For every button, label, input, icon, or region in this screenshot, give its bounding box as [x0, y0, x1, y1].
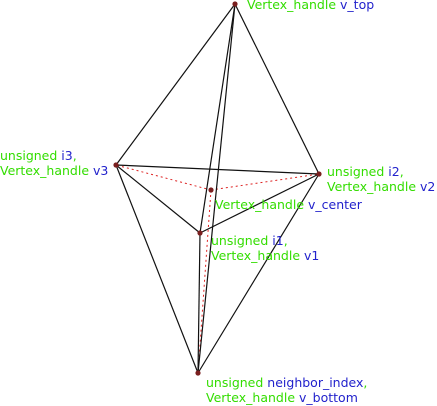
vertex-label-bottom: unsigned neighbor_index,Vertex_handle v_… — [206, 375, 367, 405]
label-type-text: , — [73, 148, 77, 163]
label-identifier: v2 — [420, 179, 435, 194]
vertex-point-center — [208, 187, 214, 193]
vertex-label-bottom-line-1: unsigned neighbor_index, — [206, 375, 367, 390]
edge-v3-v1 — [115, 164, 201, 234]
vertex-label-center: Vertex_handle v_center — [215, 197, 363, 212]
hidden-edge-center-v2 — [210, 173, 320, 191]
vertex-point-bottom — [195, 370, 201, 376]
edge-v1-bottom — [197, 232, 201, 374]
label-identifier: v3 — [93, 163, 108, 178]
label-type-text: , — [284, 233, 288, 248]
hidden-edge-center-v3 — [115, 164, 212, 191]
label-type-text: Vertex_handle — [327, 179, 420, 194]
label-identifier: v1 — [304, 248, 319, 263]
label-identifier: v_center — [308, 197, 363, 212]
hidden-edges — [115, 164, 320, 374]
label-type-text: Vertex_handle — [211, 248, 304, 263]
vertex-label-v3: unsigned i3,Vertex_handle v3 — [0, 148, 108, 178]
edge-top-v2 — [234, 3, 320, 175]
edge-v3-bottom — [115, 164, 199, 374]
vertex-label-center-line-1: Vertex_handle v_center — [215, 197, 363, 212]
label-type-text: unsigned — [327, 164, 388, 179]
label-identifier: i2 — [388, 164, 399, 179]
label-type-text: , — [400, 164, 404, 179]
vertex-label-bottom-line-2: Vertex_handle v_bottom — [206, 390, 358, 405]
edge-v3-v2 — [115, 164, 320, 175]
label-type-text: , — [363, 375, 367, 390]
vertex-label-top-line-1: Vertex_handle v_top — [247, 0, 374, 12]
edge-top-v1 — [199, 3, 236, 234]
vertex-label-v1-line-1: unsigned i1, — [211, 233, 288, 248]
label-type-text: Vertex_handle — [247, 0, 340, 12]
vertex-label-v2-line-2: Vertex_handle v2 — [327, 179, 435, 194]
hidden-edge-center-bottom — [197, 189, 212, 374]
vertex-label-v3-line-1: unsigned i3, — [0, 148, 77, 163]
label-type-text: unsigned — [206, 375, 267, 390]
vertex-point-v3 — [113, 162, 119, 168]
label-type-text: Vertex_handle — [215, 197, 308, 212]
label-identifier: neighbor_index — [267, 375, 363, 390]
vertex-label-top: Vertex_handle v_top — [247, 0, 374, 12]
vertex-point-v2 — [316, 171, 322, 177]
edge-v2-bottom — [197, 173, 320, 374]
edges — [115, 3, 320, 374]
edge-top-v3 — [115, 3, 236, 166]
edge-v1-v2 — [199, 173, 320, 234]
vertex-label-v3-line-2: Vertex_handle v3 — [0, 163, 108, 178]
vertex-label-v2-line-1: unsigned i2, — [327, 164, 404, 179]
label-identifier: v_bottom — [299, 390, 358, 405]
vertex-label-v1: unsigned i1,Vertex_handle v1 — [211, 233, 319, 263]
label-type-text: Vertex_handle — [0, 163, 93, 178]
label-identifier: i1 — [272, 233, 283, 248]
vertex-label-v1-line-2: Vertex_handle v1 — [211, 248, 319, 263]
vertex-label-v2: unsigned i2,Vertex_handle v2 — [327, 164, 435, 194]
label-type-text: unsigned — [0, 148, 61, 163]
label-type-text: unsigned — [211, 233, 272, 248]
edge-top-bottom — [197, 3, 236, 374]
label-identifier: i3 — [61, 148, 72, 163]
vertex-points — [113, 1, 322, 376]
vertex-point-top — [232, 1, 238, 7]
vertex-point-v1 — [197, 230, 203, 236]
label-type-text: Vertex_handle — [206, 390, 299, 405]
label-identifier: v_top — [340, 0, 374, 12]
